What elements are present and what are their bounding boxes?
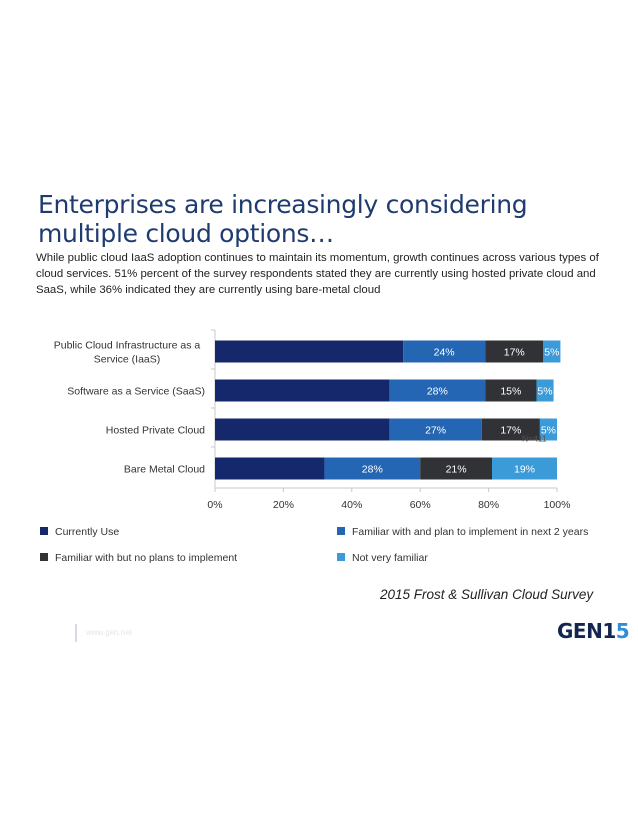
data-label: 19% (514, 464, 535, 476)
legend-label: Currently Use (55, 526, 119, 538)
survey-source: 2015 Frost & Sullivan Cloud Survey (380, 587, 594, 602)
bar-segment-familiar-with-and-plan-to-implement-in-next-2-years (389, 379, 486, 402)
bar-segment-familiar-with-and-plan-to-implement-in-next-2-years (324, 457, 421, 480)
legend-label: Not very familiar (352, 552, 428, 564)
logo-text-a: GEN1 (557, 619, 616, 643)
data-label: 5% (541, 425, 556, 437)
logo-text-b: 5 (615, 619, 630, 643)
bar-segment-familiar-with-but-no-plans-to-implement (485, 340, 544, 363)
bar-segment-not-very-familiar (536, 379, 554, 402)
bar-segment-currently-use (215, 418, 390, 441)
stacked-bar-chart: Public Cloud Infrastructure as a Service … (40, 329, 588, 564)
data-label: 17% (500, 425, 521, 437)
data-label: 24% (434, 347, 455, 359)
category-label: Public Cloud Infrastructure as a Service … (54, 340, 201, 366)
data-label: 28% (427, 386, 448, 398)
category-label: Hosted Private Cloud (106, 425, 205, 437)
legend-swatch (337, 527, 345, 535)
footer-divider (75, 624, 77, 642)
footer-url: www.gen.net (86, 628, 132, 637)
data-label: 15% (500, 386, 521, 398)
x-tick-label: 20% (273, 499, 294, 511)
data-label: 5% (537, 386, 552, 398)
legend-swatch (40, 527, 48, 535)
data-label: 17% (504, 347, 525, 359)
bar-segment-familiar-with-but-no-plans-to-implement (481, 418, 540, 441)
bar-segment-not-very-familiar (492, 457, 557, 480)
legend-label: Familiar with but no plans to implement (55, 552, 237, 564)
x-tick-label: 0% (207, 499, 222, 511)
bar-segment-not-very-familiar (539, 418, 557, 441)
x-tick-label: 60% (410, 499, 431, 511)
data-label: 27% (425, 425, 446, 437)
bar-segment-currently-use (215, 379, 390, 402)
x-tick-label: 40% (341, 499, 362, 511)
bar-segment-familiar-with-but-no-plans-to-implement (485, 379, 537, 402)
slide-title: Enterprises are increasingly considering… (38, 190, 528, 248)
data-label: 5% (544, 347, 559, 359)
bar-segment-familiar-with-and-plan-to-implement-in-next-2-years (403, 340, 486, 363)
legend-label: Familiar with and plan to implement in n… (352, 526, 588, 538)
slide-subtitle: While public cloud IaaS adoption continu… (36, 252, 599, 296)
gen15-logo: GEN15 (557, 619, 630, 643)
bar-segment-currently-use (215, 457, 325, 480)
bar-segment-not-very-familiar (543, 340, 561, 363)
sample-size-annotation: N=411 (522, 434, 547, 444)
bar-segment-familiar-with-but-no-plans-to-implement (420, 457, 493, 480)
data-label: 21% (446, 464, 467, 476)
legend-swatch (40, 553, 48, 561)
x-tick-label: 80% (478, 499, 499, 511)
bar-segment-currently-use (215, 340, 404, 363)
legend-swatch (337, 553, 345, 561)
bar-segment-familiar-with-and-plan-to-implement-in-next-2-years (389, 418, 482, 441)
x-tick-label: 100% (544, 499, 571, 511)
category-label: Bare Metal Cloud (124, 464, 205, 476)
data-label: 28% (362, 464, 383, 476)
category-label: Software as a Service (SaaS) (67, 386, 205, 398)
